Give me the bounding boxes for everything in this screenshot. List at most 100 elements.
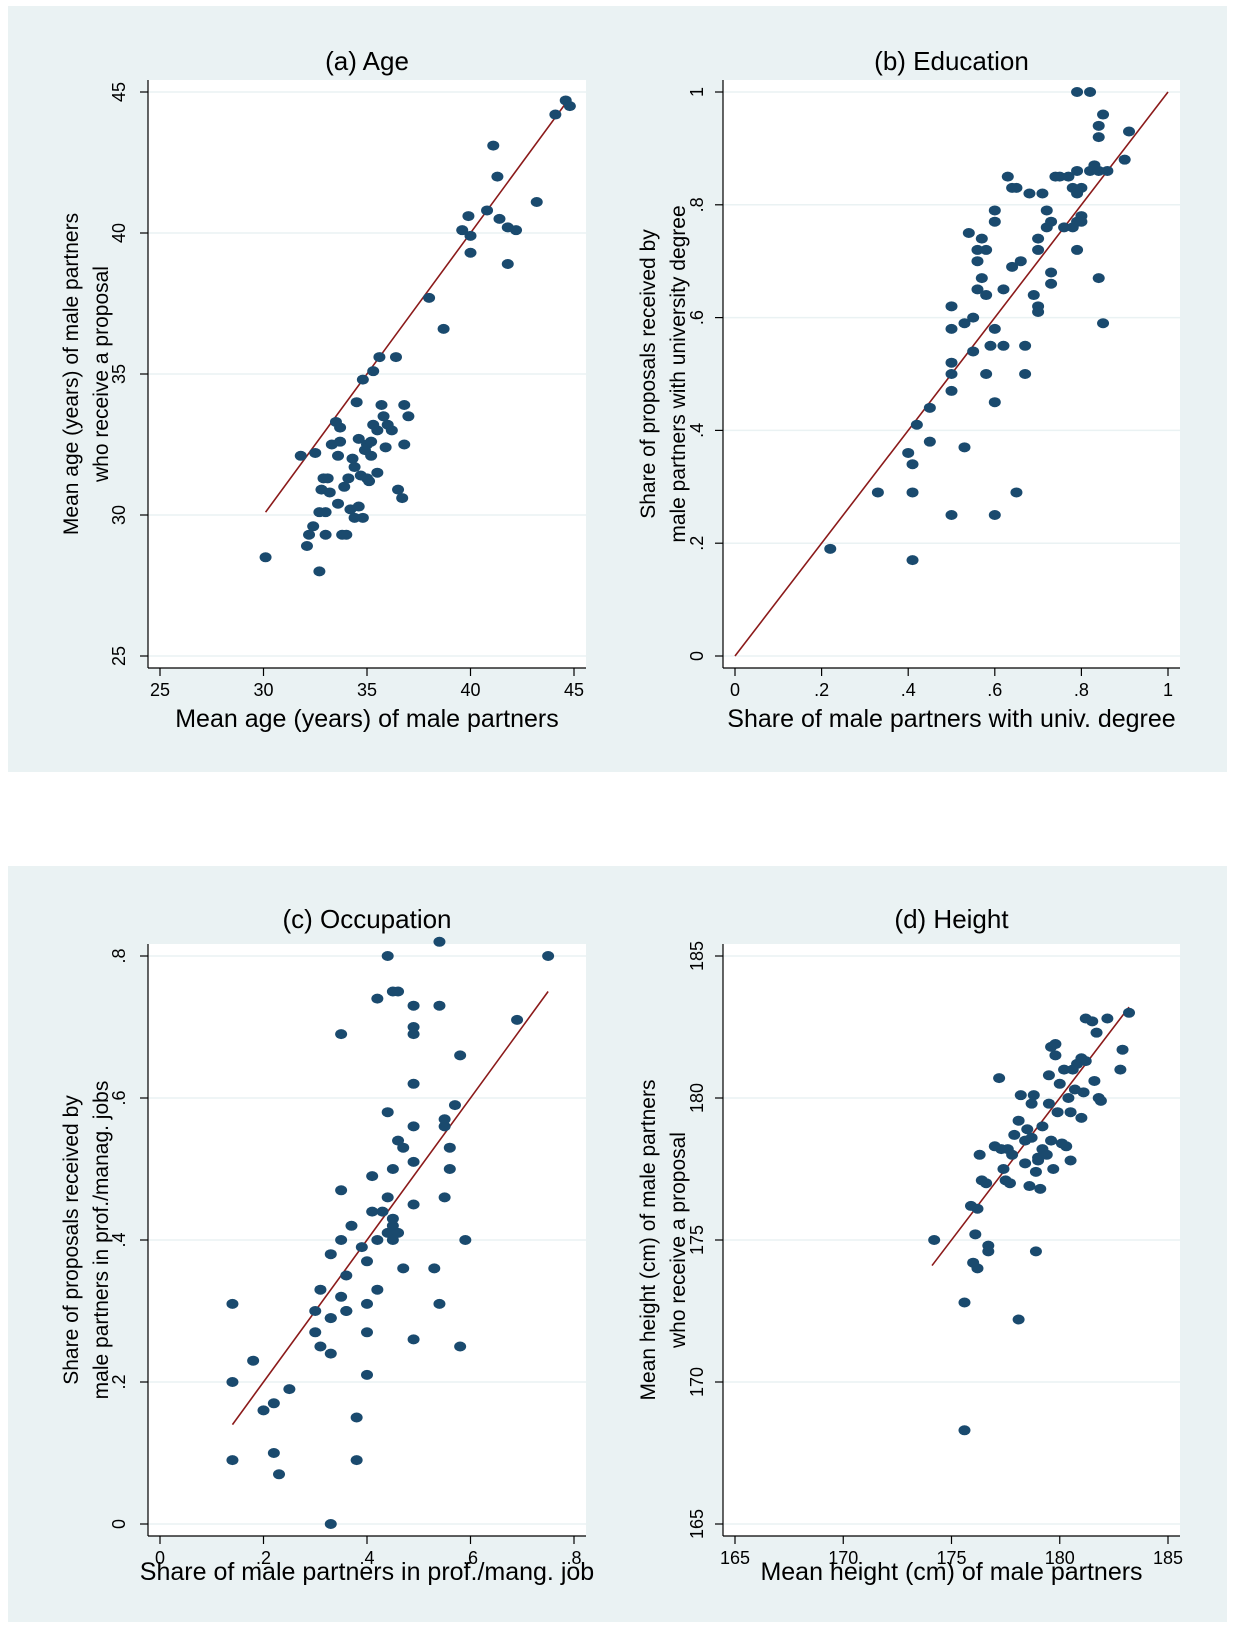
data-point bbox=[1014, 256, 1027, 267]
data-point bbox=[459, 1235, 472, 1245]
data-point bbox=[386, 1213, 399, 1224]
data-point bbox=[510, 225, 523, 236]
x-tick-label: 0 bbox=[155, 1548, 165, 1568]
data-point bbox=[1045, 278, 1058, 289]
data-point bbox=[1032, 244, 1045, 255]
data-point bbox=[487, 140, 500, 151]
data-point bbox=[1088, 1075, 1101, 1086]
data-point bbox=[1092, 273, 1105, 284]
data-point bbox=[338, 481, 351, 492]
data-point bbox=[1010, 182, 1023, 193]
data-point bbox=[438, 1121, 451, 1132]
y-tick-label: 0 bbox=[109, 1519, 129, 1529]
x-tick-label: 170 bbox=[828, 1548, 858, 1568]
data-point bbox=[1029, 1166, 1042, 1177]
data-point bbox=[1029, 1246, 1042, 1257]
data-point bbox=[454, 1050, 467, 1061]
data-point bbox=[1036, 188, 1049, 199]
data-point bbox=[945, 369, 958, 379]
data-point bbox=[1040, 1149, 1053, 1160]
data-point bbox=[980, 369, 993, 379]
data-point bbox=[1032, 301, 1045, 312]
data-point bbox=[906, 487, 919, 498]
data-point bbox=[381, 1107, 394, 1118]
data-point bbox=[309, 1306, 322, 1316]
data-point bbox=[1053, 171, 1066, 182]
data-point bbox=[335, 1291, 348, 1302]
data-point bbox=[945, 323, 958, 334]
data-point bbox=[332, 498, 345, 509]
data-point bbox=[324, 1348, 337, 1359]
data-point bbox=[340, 529, 353, 540]
data-point bbox=[386, 1164, 399, 1174]
data-point bbox=[392, 986, 405, 997]
data-point bbox=[997, 1164, 1010, 1174]
data-point bbox=[371, 1284, 384, 1295]
x-tick-label: .2 bbox=[256, 1548, 271, 1568]
x-tick-label: 175 bbox=[936, 1548, 966, 1568]
data-point bbox=[402, 411, 415, 422]
data-point bbox=[371, 993, 384, 1004]
x-tick-label: 1 bbox=[1163, 680, 1173, 700]
data-point bbox=[226, 1298, 239, 1309]
y-tick-label: .2 bbox=[109, 1374, 129, 1389]
y-tick-label: 40 bbox=[109, 223, 129, 243]
data-point bbox=[407, 1022, 420, 1032]
data-point bbox=[1058, 1064, 1071, 1075]
y-tick-label: 25 bbox=[109, 646, 129, 666]
y-tick-label: .4 bbox=[109, 1232, 129, 1247]
data-point bbox=[433, 1298, 446, 1309]
data-point bbox=[1053, 1078, 1066, 1089]
data-point bbox=[324, 1519, 337, 1529]
y-axis-label-line-2: who receive a proposal bbox=[90, 266, 113, 483]
data-point bbox=[334, 422, 347, 433]
data-point bbox=[352, 501, 365, 512]
y-axis-label-line-2: male partners in prof./manag. jobs bbox=[90, 1081, 113, 1400]
data-point bbox=[350, 1412, 363, 1423]
y-axis-label-line-2: male partners with university degree bbox=[667, 205, 690, 542]
data-point bbox=[335, 1185, 348, 1196]
data-point bbox=[309, 1327, 322, 1338]
data-point bbox=[366, 1206, 379, 1217]
data-point bbox=[392, 1227, 405, 1238]
data-point bbox=[321, 473, 334, 484]
data-point bbox=[1071, 87, 1084, 97]
y-tick-label: 165 bbox=[687, 1509, 707, 1539]
y-axis-label-line-1: Share of proposals received by bbox=[637, 229, 660, 519]
data-point bbox=[549, 109, 562, 120]
data-point bbox=[319, 507, 332, 518]
data-point bbox=[1019, 1158, 1032, 1169]
y-axis-label-line-1: Mean height (cm) of male partners bbox=[637, 1080, 660, 1401]
data-point bbox=[342, 473, 355, 484]
data-point bbox=[1010, 487, 1023, 498]
data-point bbox=[1023, 188, 1036, 199]
data-point bbox=[345, 1220, 358, 1231]
data-point bbox=[984, 340, 997, 351]
x-axis-label: Share of male partners in prof./mang. jo… bbox=[140, 1558, 594, 1586]
x-tick-label: .8 bbox=[1074, 680, 1089, 700]
data-point bbox=[373, 352, 386, 363]
data-point bbox=[1027, 290, 1040, 301]
x-tick-label: .2 bbox=[814, 680, 829, 700]
y-tick-label: .8 bbox=[687, 197, 707, 212]
chart-title: (d) Height bbox=[894, 904, 1009, 934]
data-point bbox=[1086, 1016, 1099, 1027]
data-point bbox=[1064, 1107, 1077, 1118]
data-point bbox=[923, 436, 936, 447]
data-point bbox=[376, 1206, 389, 1217]
data-point bbox=[1023, 1181, 1036, 1192]
x-tick-label: .6 bbox=[987, 680, 1002, 700]
data-point bbox=[1040, 205, 1053, 216]
data-point bbox=[1008, 1129, 1021, 1140]
data-point bbox=[367, 366, 380, 377]
data-point bbox=[462, 211, 475, 222]
data-point bbox=[294, 450, 307, 461]
data-point bbox=[340, 1306, 353, 1316]
chart-title: (a) Age bbox=[325, 46, 409, 76]
chart-title: (c) Occupation bbox=[282, 904, 451, 934]
data-point bbox=[988, 323, 1001, 334]
y-tick-label: 180 bbox=[687, 1083, 707, 1113]
data-point bbox=[962, 228, 975, 238]
data-point bbox=[407, 1078, 420, 1089]
data-point bbox=[361, 1256, 373, 1267]
